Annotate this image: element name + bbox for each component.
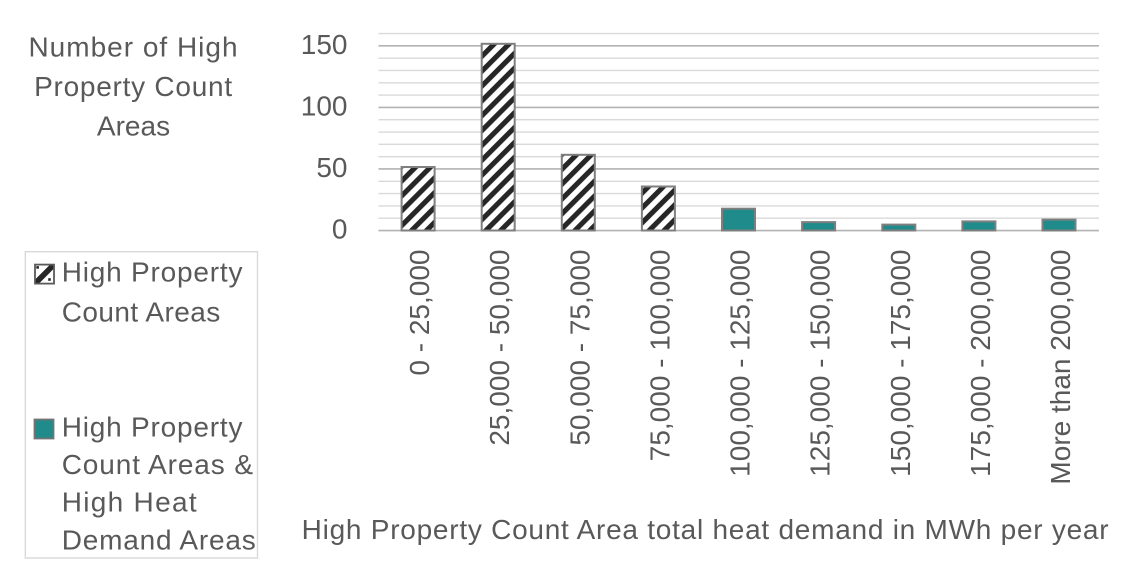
svg-text:175,000 - 200,000: 175,000 - 200,000 bbox=[965, 250, 996, 477]
svg-text:75,000 - 100,000: 75,000 - 100,000 bbox=[644, 250, 675, 462]
svg-text:High Property Count Area total: High Property Count Area total heat dema… bbox=[302, 514, 1110, 545]
svg-text:Demand Areas: Demand Areas bbox=[62, 524, 257, 555]
svg-text:Count Areas &: Count Areas & bbox=[62, 449, 254, 480]
svg-text:0: 0 bbox=[332, 214, 348, 245]
svg-text:150,000 - 175,000: 150,000 - 175,000 bbox=[885, 250, 916, 477]
svg-text:Count Areas: Count Areas bbox=[62, 297, 221, 328]
svg-text:150: 150 bbox=[301, 29, 348, 60]
svg-text:125,000 - 150,000: 125,000 - 150,000 bbox=[805, 250, 836, 477]
svg-text:Number of High: Number of High bbox=[28, 31, 238, 62]
svg-text:100,000 - 125,000: 100,000 - 125,000 bbox=[725, 250, 756, 477]
svg-text:100: 100 bbox=[301, 90, 348, 121]
svg-text:Areas: Areas bbox=[97, 110, 170, 141]
svg-text:50: 50 bbox=[316, 152, 347, 183]
svg-text:50,000 - 75,000: 50,000 - 75,000 bbox=[564, 250, 595, 446]
svg-text:Property Count: Property Count bbox=[34, 71, 233, 102]
svg-text:0 - 25,000: 0 - 25,000 bbox=[404, 250, 435, 376]
svg-text:High Property: High Property bbox=[62, 412, 244, 443]
svg-text:More than 200,000: More than 200,000 bbox=[1045, 250, 1076, 485]
svg-text:25,000 - 50,000: 25,000 - 50,000 bbox=[484, 250, 515, 446]
svg-text:High Heat: High Heat bbox=[62, 487, 198, 518]
svg-text:High Property: High Property bbox=[62, 257, 244, 288]
